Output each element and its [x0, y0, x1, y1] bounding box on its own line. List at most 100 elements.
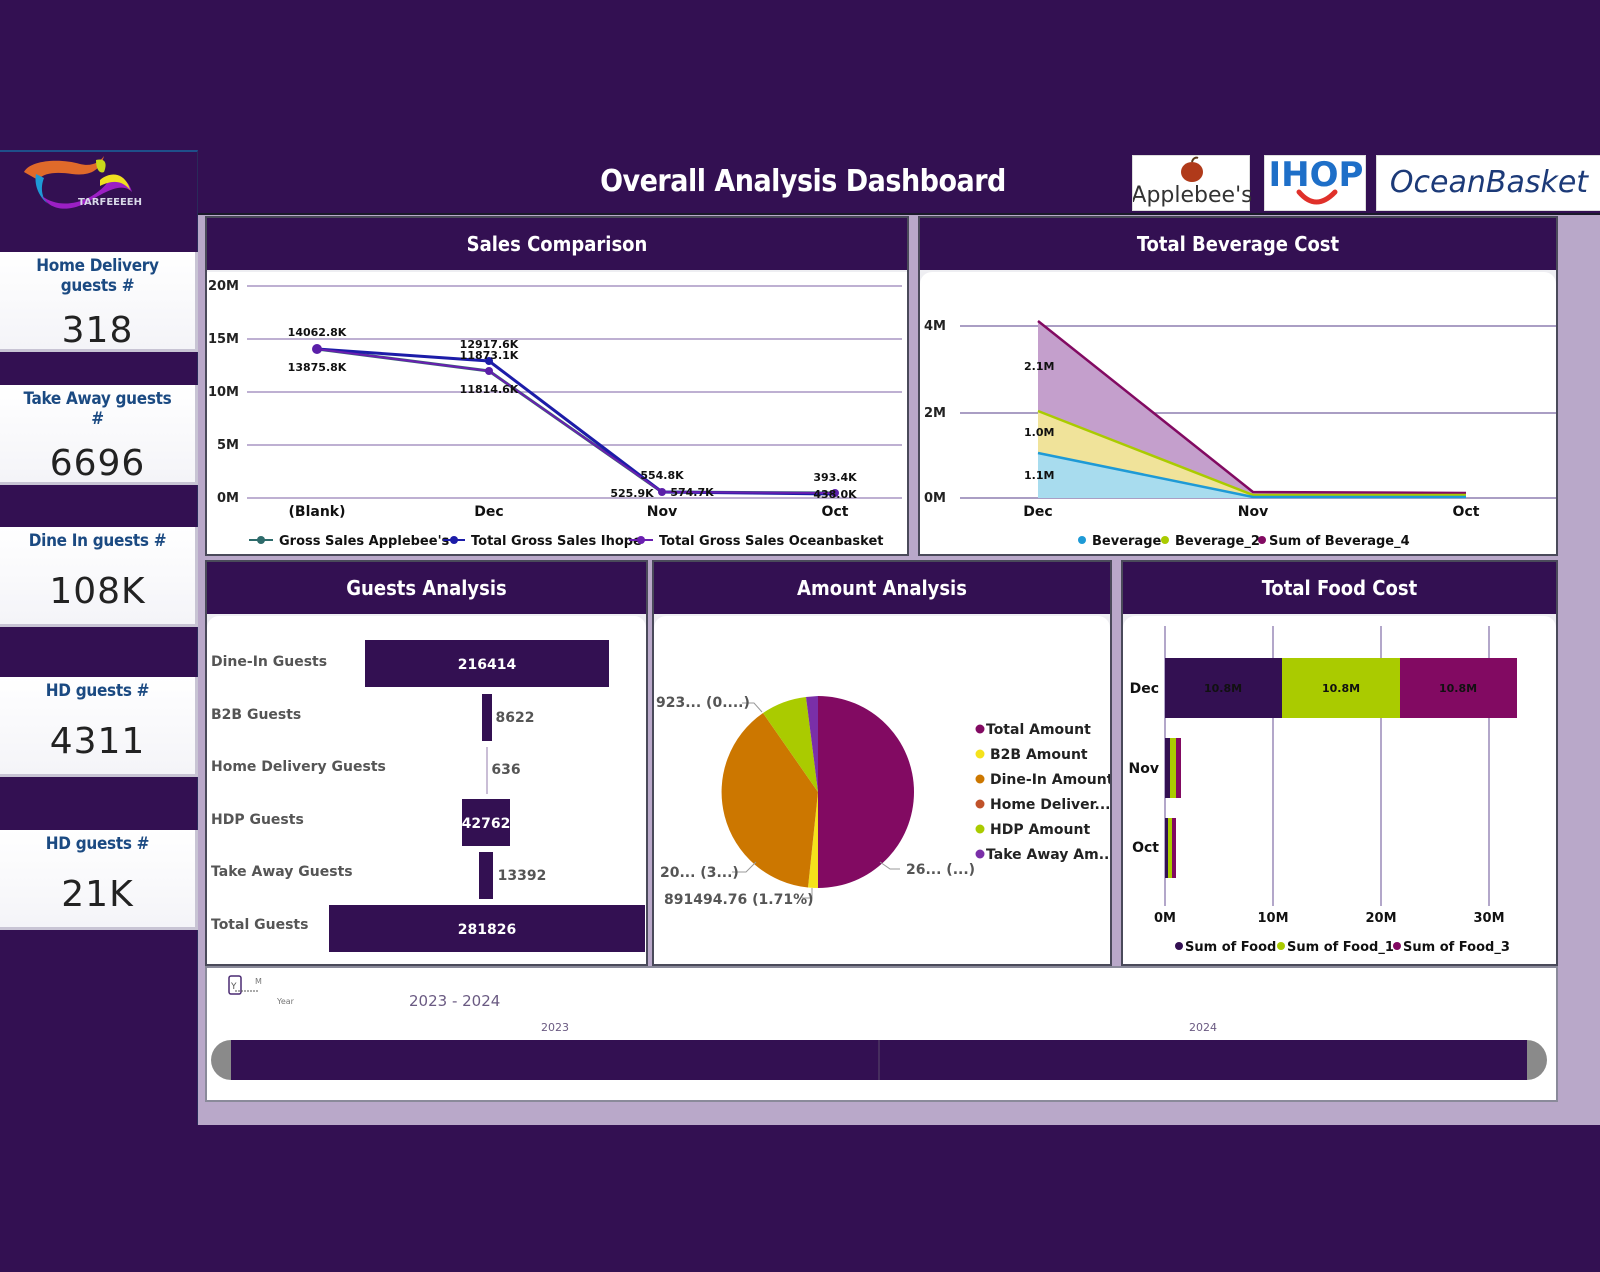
beverage-cost-panel: Total Beverage Cost 4M 2M 0M 2.1M: [918, 216, 1558, 556]
granularity-label: Year: [276, 997, 295, 1006]
panel-title: Guests Analysis: [207, 562, 646, 614]
year-timeline-slicer: Y M Year 2023 - 2024 2023 2024: [205, 966, 1558, 1102]
svg-text:Sum of Beverage_4: Sum of Beverage_4: [1269, 534, 1410, 549]
svg-text:42762: 42762: [462, 816, 511, 832]
svg-text:Y: Y: [230, 982, 237, 992]
kpi-card-dine-in: Dine In guests # 108K: [0, 527, 198, 627]
ihop-logo: IHOP: [1264, 155, 1366, 211]
svg-text:10.8M: 10.8M: [1439, 682, 1477, 695]
svg-text:30M: 30M: [1473, 911, 1504, 926]
svg-text:Applebee's: Applebee's: [1133, 183, 1251, 208]
svg-text:0M: 0M: [924, 491, 946, 506]
svg-text:923... (0....): 923... (0....): [656, 695, 750, 711]
svg-text:M: M: [255, 977, 262, 986]
sales-line-chart[interactable]: 20M 15M 10M 5M 0M 14062.8K 13875.8K 12917.6K…: [207, 272, 907, 554]
svg-text:0M: 0M: [217, 491, 239, 506]
svg-text:Oct: Oct: [1132, 840, 1159, 856]
svg-text:2M: 2M: [924, 406, 946, 421]
svg-text:11814.6K: 11814.6K: [460, 383, 519, 396]
svg-text:Nov: Nov: [1129, 761, 1159, 777]
logo-swirl-icon: TARFEEEEH: [24, 156, 142, 209]
granularity-toggle[interactable]: Y M: [228, 975, 262, 995]
svg-text:2023: 2023: [541, 1021, 569, 1034]
svg-text:(Blank): (Blank): [289, 504, 346, 520]
svg-text:Oct: Oct: [1453, 504, 1480, 520]
svg-text:Dec: Dec: [1130, 681, 1159, 697]
svg-text:281826: 281826: [458, 922, 516, 938]
kpi-card-hd-guests: HD guests # 4311: [0, 677, 198, 777]
svg-text:8622: 8622: [496, 710, 535, 726]
svg-text:Nov: Nov: [1238, 504, 1268, 520]
svg-text:Take Away Am...: Take Away Am...: [986, 847, 1110, 863]
svg-text:Dine-In Guests: Dine-In Guests: [211, 654, 327, 670]
kpi-card-hd-guests-2: HD guests # 21K: [0, 830, 198, 930]
range-end-handle[interactable]: [1527, 1040, 1547, 1080]
svg-text:636: 636: [491, 762, 520, 778]
svg-text:OceanBasket: OceanBasket: [1390, 165, 1589, 200]
svg-text:Dine-In Amount: Dine-In Amount: [990, 772, 1110, 788]
panel-title: Total Food Cost: [1123, 562, 1556, 614]
svg-text:IHOP: IHOP: [1269, 156, 1364, 195]
svg-text:B2B Amount: B2B Amount: [990, 747, 1088, 763]
ihop-smile-icon: IHOP: [1269, 155, 1364, 205]
oceanbasket-logo: OceanBasket: [1376, 155, 1600, 211]
beverage-area-chart[interactable]: 4M 2M 0M 2.1M 1.0M 1.1M Dec Nov Oct: [920, 272, 1556, 554]
svg-text:HDP Amount: HDP Amount: [990, 822, 1090, 838]
page-title: Overall Analysis Dashboard: [600, 164, 1006, 199]
legend-oceanbasket: Total Gross Sales Oceanbasket: [659, 534, 883, 549]
svg-text:15M: 15M: [208, 332, 239, 347]
range-start-handle[interactable]: [211, 1040, 231, 1080]
svg-text:Home Delivery Guests: Home Delivery Guests: [211, 759, 386, 775]
svg-text:TARFEEEEH: TARFEEEEH: [78, 197, 142, 208]
svg-text:1.1M: 1.1M: [1024, 469, 1054, 482]
svg-text:2.1M: 2.1M: [1024, 360, 1054, 373]
svg-text:1.0M: 1.0M: [1024, 426, 1054, 439]
guests-funnel-chart[interactable]: Dine-In Guests B2B Guests Home Delivery …: [207, 616, 646, 964]
applebees-logo: Applebee's: [1131, 155, 1253, 211]
svg-text:Oct: Oct: [822, 504, 849, 520]
kpi-value: 318: [61, 310, 134, 351]
dashboard-header: Overall Analysis Dashboard Applebee's IH…: [198, 150, 1600, 215]
kpi-value: 108K: [49, 571, 146, 612]
svg-text:HDP Guests: HDP Guests: [211, 812, 304, 828]
sales-comparison-panel: Sales Comparison 20M 15M 10M 5M 0M: [205, 216, 909, 556]
svg-text:Beverage_2: Beverage_2: [1175, 534, 1260, 549]
food-cost-panel: Total Food Cost 10.8M 10.8M 10.8M: [1121, 560, 1558, 966]
legend-ihope: Total Gross Sales Ihope: [471, 534, 642, 549]
dashboard-canvas: Overall Analysis Dashboard Applebee's IH…: [198, 150, 1600, 1125]
amount-analysis-panel: Amount Analysis 923... (0....) 20... (3.…: [652, 560, 1115, 966]
svg-text:13392: 13392: [498, 868, 547, 884]
svg-text:B2B Guests: B2B Guests: [211, 707, 301, 723]
amount-pie-chart[interactable]: 923... (0....) 20... (3...) 891494.76 (1…: [654, 616, 1115, 964]
svg-text:Dec: Dec: [1023, 504, 1052, 520]
svg-text:Home Deliver...: Home Deliver...: [990, 797, 1110, 813]
svg-text:4M: 4M: [924, 319, 946, 334]
svg-text:525.9K: 525.9K: [610, 487, 654, 500]
kpi-value: 21K: [61, 874, 134, 915]
panel-title: Total Beverage Cost: [920, 218, 1556, 270]
svg-text:12917.6K: 12917.6K: [460, 338, 519, 351]
food-stacked-bar-chart[interactable]: 10.8M 10.8M 10.8M Dec Nov Oct 0M 10M: [1123, 616, 1556, 964]
svg-text:14062.8K: 14062.8K: [288, 326, 347, 339]
svg-text:Total Guests: Total Guests: [211, 917, 308, 933]
svg-text:393.4K: 393.4K: [813, 471, 857, 484]
panel-title: Sales Comparison: [207, 218, 907, 270]
svg-text:20M: 20M: [1365, 911, 1396, 926]
svg-text:20M: 20M: [208, 279, 239, 294]
kpi-card-take-away: Take Away guests # 6696: [0, 385, 198, 485]
svg-text:Sum of Food: Sum of Food: [1185, 940, 1276, 955]
kpi-value: 4311: [49, 721, 146, 762]
kpi-label: HD guests #: [45, 681, 150, 701]
svg-text:0M: 0M: [1154, 911, 1176, 926]
kpi-card-home-delivery: Home Delivery guests # 318: [0, 252, 198, 352]
svg-text:Sum of Food_3: Sum of Food_3: [1403, 940, 1510, 955]
tarfeeh-logo: TARFEEEEH: [0, 152, 198, 214]
svg-text:554.8K: 554.8K: [640, 469, 684, 482]
svg-text:Take Away Guests: Take Away Guests: [211, 864, 353, 880]
kpi-label: Take Away guests #: [23, 389, 172, 429]
svg-text:10.8M: 10.8M: [1204, 682, 1242, 695]
apple-icon: Applebee's: [1131, 156, 1253, 208]
svg-text:Beverage: Beverage: [1092, 534, 1162, 549]
svg-text:Dec: Dec: [474, 504, 503, 520]
guests-analysis-panel: Guests Analysis Dine-In Guests B2B Guest…: [205, 560, 648, 966]
